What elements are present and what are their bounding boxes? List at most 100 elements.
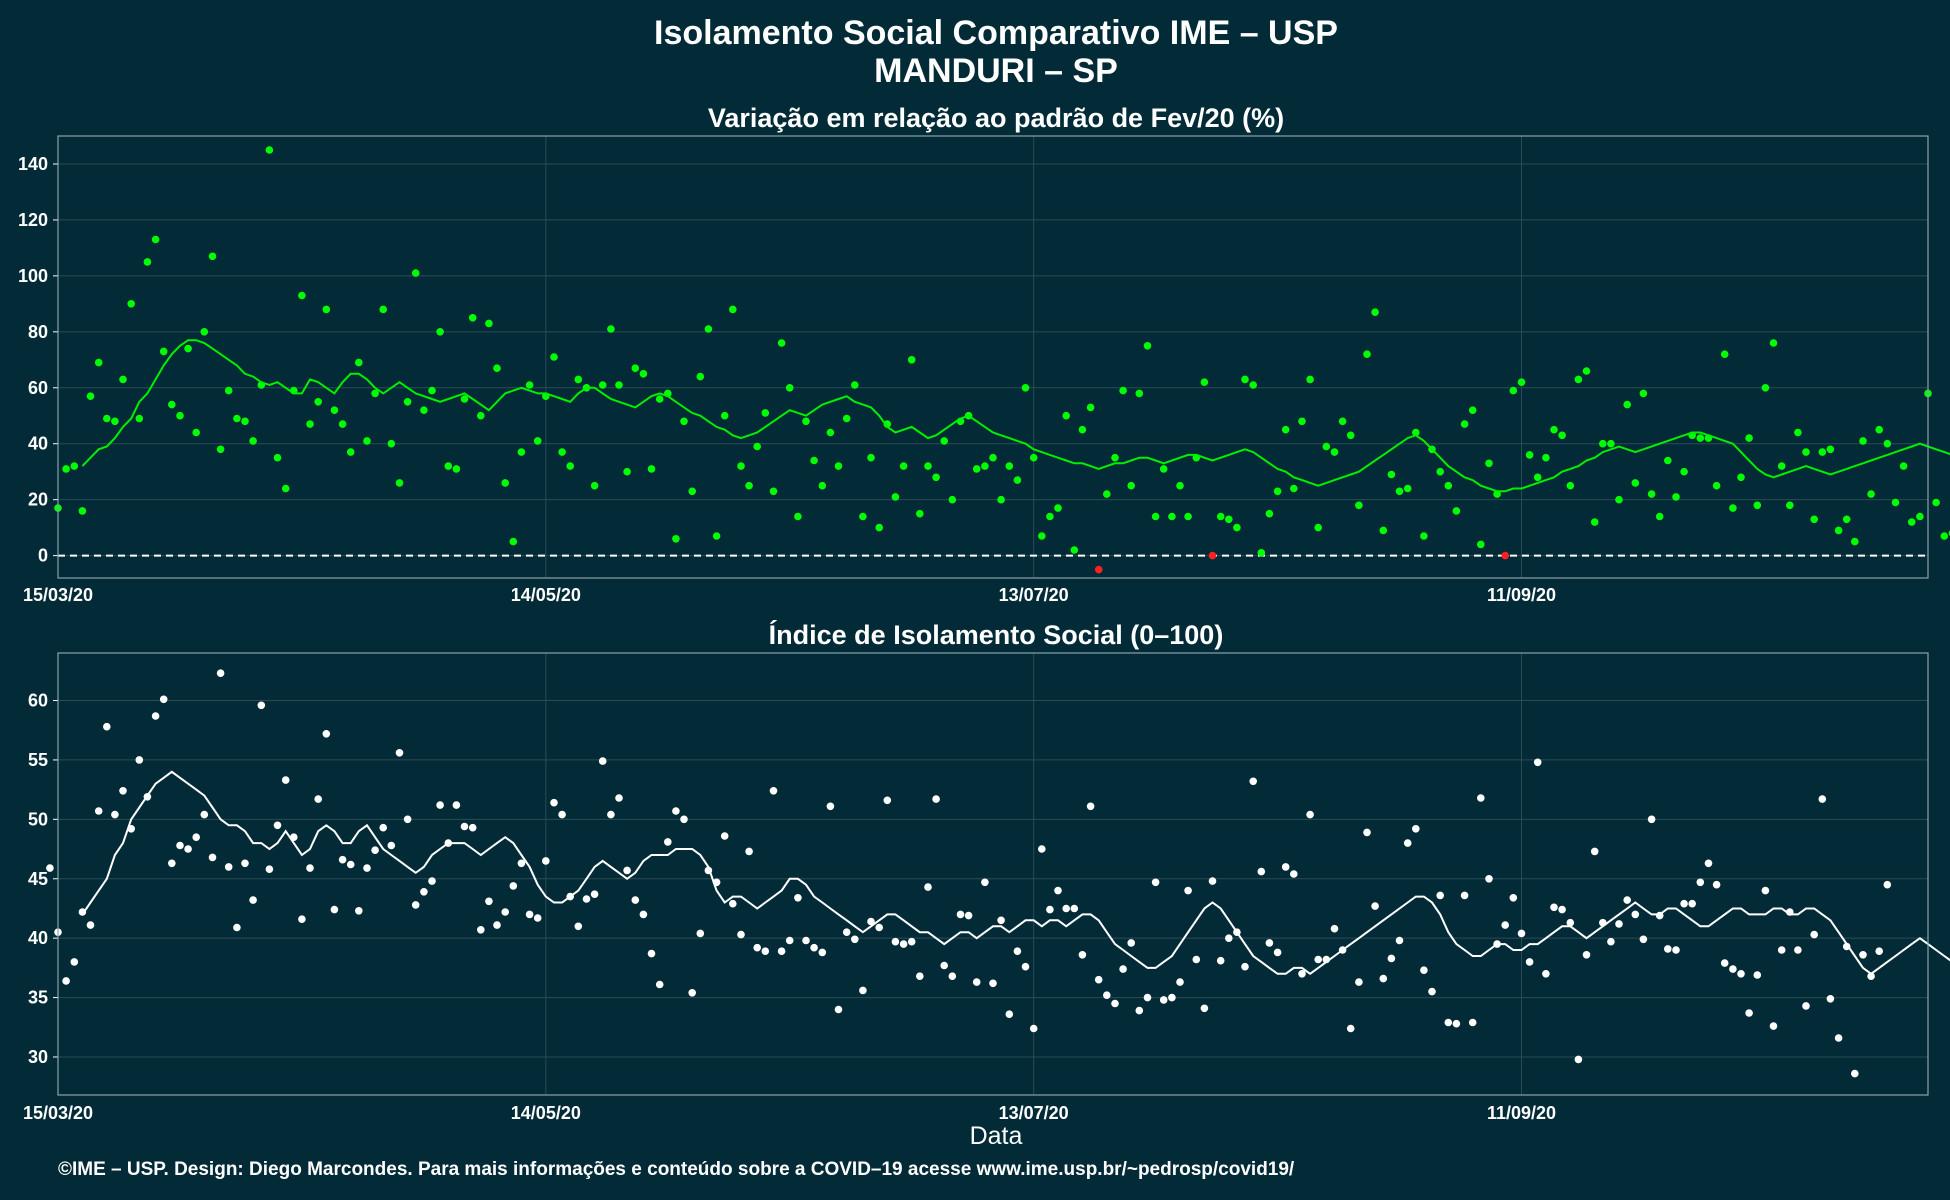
data-point <box>1249 777 1257 786</box>
data-point <box>224 863 233 871</box>
data-point <box>119 787 127 795</box>
data-point <box>1525 958 1534 966</box>
data-point <box>981 878 989 887</box>
data-point <box>655 980 664 989</box>
data-point <box>1875 947 1883 955</box>
data-point <box>1412 825 1420 833</box>
data-point <box>355 907 363 915</box>
y-tick-label: 60 <box>28 378 48 398</box>
data-point <box>891 937 900 946</box>
data-point <box>1119 386 1127 395</box>
data-point <box>737 462 745 470</box>
data-point <box>1208 877 1217 885</box>
data-point <box>875 523 883 532</box>
x-tick-label: 14/05/20 <box>511 1103 581 1123</box>
data-point <box>355 358 363 367</box>
data-point <box>907 356 916 364</box>
data-point <box>1395 936 1404 945</box>
data-point <box>623 866 631 875</box>
data-point <box>452 465 461 473</box>
data-point <box>558 810 566 819</box>
data-point <box>493 921 501 929</box>
data-point <box>623 467 631 476</box>
data-point <box>460 395 469 403</box>
data-point <box>420 888 428 896</box>
data-point <box>1298 417 1306 426</box>
data-point <box>1875 425 1883 434</box>
data-point <box>200 328 209 336</box>
data-point <box>664 838 672 846</box>
x-tick-label: 15/03/20 <box>23 1103 93 1123</box>
data-point <box>745 847 753 856</box>
data-point <box>1159 996 1168 1004</box>
data-point <box>566 462 574 470</box>
data-point <box>1420 966 1428 974</box>
data-point <box>680 417 688 426</box>
data-point <box>1029 1024 1038 1033</box>
data-point <box>1387 470 1396 479</box>
data-point <box>867 917 875 926</box>
data-point <box>1062 411 1070 420</box>
y-tick-label: 100 <box>18 266 48 286</box>
data-point <box>1509 386 1518 395</box>
data-point <box>899 462 908 470</box>
data-point <box>1460 891 1469 900</box>
data-point <box>1672 493 1680 501</box>
data-point <box>582 895 591 903</box>
data-point <box>1135 1006 1144 1015</box>
data-point <box>1769 1022 1778 1030</box>
data-point <box>452 801 461 809</box>
data-point <box>468 823 477 832</box>
data-point <box>322 305 331 314</box>
data-point <box>680 815 688 824</box>
data-point <box>379 823 388 832</box>
data-point <box>1558 905 1566 914</box>
y-tick-label: 35 <box>28 988 48 1008</box>
data-point <box>330 406 339 415</box>
data-point <box>1533 758 1542 767</box>
data-point <box>1582 367 1591 375</box>
data-point <box>1786 501 1794 510</box>
moving-average-line <box>81 339 1950 493</box>
data-point <box>932 795 940 803</box>
data-point <box>1314 955 1322 964</box>
data-point <box>1021 384 1030 392</box>
x-tick-label: 15/03/20 <box>23 585 93 605</box>
data-point <box>509 537 518 546</box>
data-point <box>785 384 794 392</box>
data-point <box>1777 462 1786 470</box>
data-point <box>363 864 371 872</box>
data-point <box>989 453 997 462</box>
data-point <box>1517 929 1526 938</box>
data-point <box>395 479 404 487</box>
data-point <box>688 989 696 997</box>
panel-2-title: Índice de Isolamento Social (0–100) <box>769 619 1224 650</box>
data-point <box>1094 975 1103 984</box>
data-point <box>1054 504 1062 512</box>
data-point <box>1143 342 1152 350</box>
data-point <box>729 899 737 908</box>
data-point <box>411 901 420 909</box>
data-point <box>1745 1009 1753 1017</box>
data-point <box>574 375 583 384</box>
data-point <box>1306 810 1314 819</box>
data-point <box>208 252 217 261</box>
data-point <box>1338 417 1347 426</box>
data-point <box>1298 970 1306 978</box>
data-point <box>672 535 680 543</box>
data-point <box>1265 509 1274 518</box>
data-point <box>428 386 436 395</box>
data-point <box>1103 490 1111 498</box>
data-point <box>241 859 249 868</box>
data-point <box>70 958 79 966</box>
data-point <box>1216 956 1225 965</box>
data-point <box>1021 962 1030 971</box>
data-point <box>899 940 908 948</box>
data-point <box>875 923 883 932</box>
data-point <box>794 512 802 521</box>
data-point <box>1859 437 1867 445</box>
data-point <box>1005 462 1014 470</box>
data-point <box>851 381 859 389</box>
data-point <box>696 929 705 938</box>
data-point <box>1143 993 1152 1002</box>
